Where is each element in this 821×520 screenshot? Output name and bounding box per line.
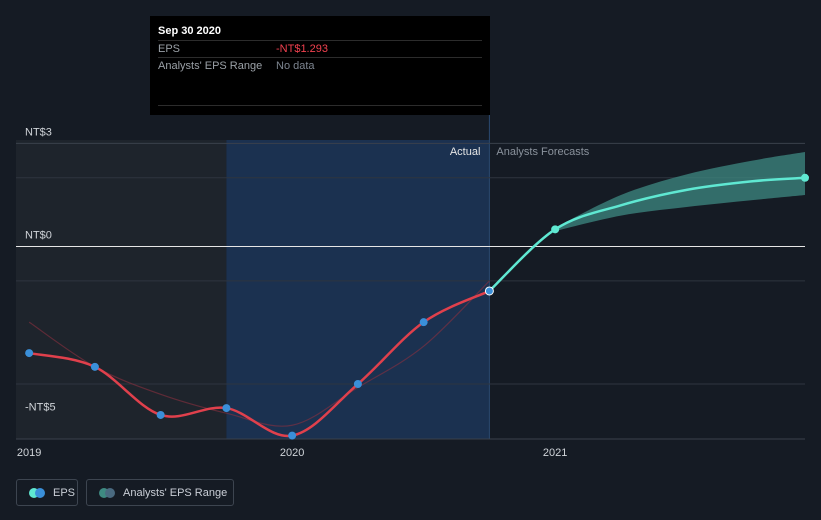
x-tick-label: 2021 [543,447,567,459]
x-tick-label: 2019 [17,447,41,459]
y-tick-label: NT$0 [25,230,52,242]
eps-point[interactable] [288,431,297,440]
eps-point[interactable] [419,318,428,327]
legend-eps-label: EPS [53,486,76,499]
legend-range-button[interactable]: Analysts' EPS Range [86,479,234,506]
tooltip-divider [158,105,482,106]
tooltip-eps-value: -NT$1.293 [276,43,328,55]
eps-point-highlighted[interactable] [484,286,494,296]
tooltip-row-eps: EPS -NT$1.293 [158,40,482,58]
tooltip-range-value: No data [276,60,315,72]
actual-region-label: Actual [450,146,481,158]
eps-point[interactable] [90,362,99,371]
tooltip-eps-label: EPS [158,43,181,55]
legend-range-swatch-icon [99,487,109,498]
tooltip-row-range: Analysts' EPS Range No data [158,57,482,75]
eps-point[interactable] [353,380,362,389]
forecast-point[interactable] [551,225,560,234]
actual-region [226,140,490,439]
y-tick-label: -NT$5 [25,401,56,413]
legend-eps-swatch-icon-2 [35,487,45,498]
x-tick-label: 2020 [280,447,304,459]
forecast-point[interactable] [801,173,809,182]
legend-eps-swatch-icon [29,487,39,498]
chart-tooltip: Sep 30 2020 EPS -NT$1.293 Analysts' EPS … [150,16,490,115]
eps-forecast-line [488,176,806,292]
past-region [16,140,227,439]
legend-range-swatch-icon-2 [105,487,115,498]
tooltip-date: Sep 30 2020 [158,25,221,37]
legend-eps-button[interactable]: EPS [16,479,78,506]
eps-actual-line [28,289,490,438]
legend-range-label: Analysts' EPS Range [123,486,228,499]
forecast-region-label: Analysts Forecasts [496,146,589,158]
tooltip-range-label: Analysts' EPS Range [158,60,263,72]
y-tick-label: NT$3 [25,126,52,138]
eps-point[interactable] [25,349,34,358]
eps-point[interactable] [222,404,231,413]
eps-point[interactable] [156,410,165,419]
